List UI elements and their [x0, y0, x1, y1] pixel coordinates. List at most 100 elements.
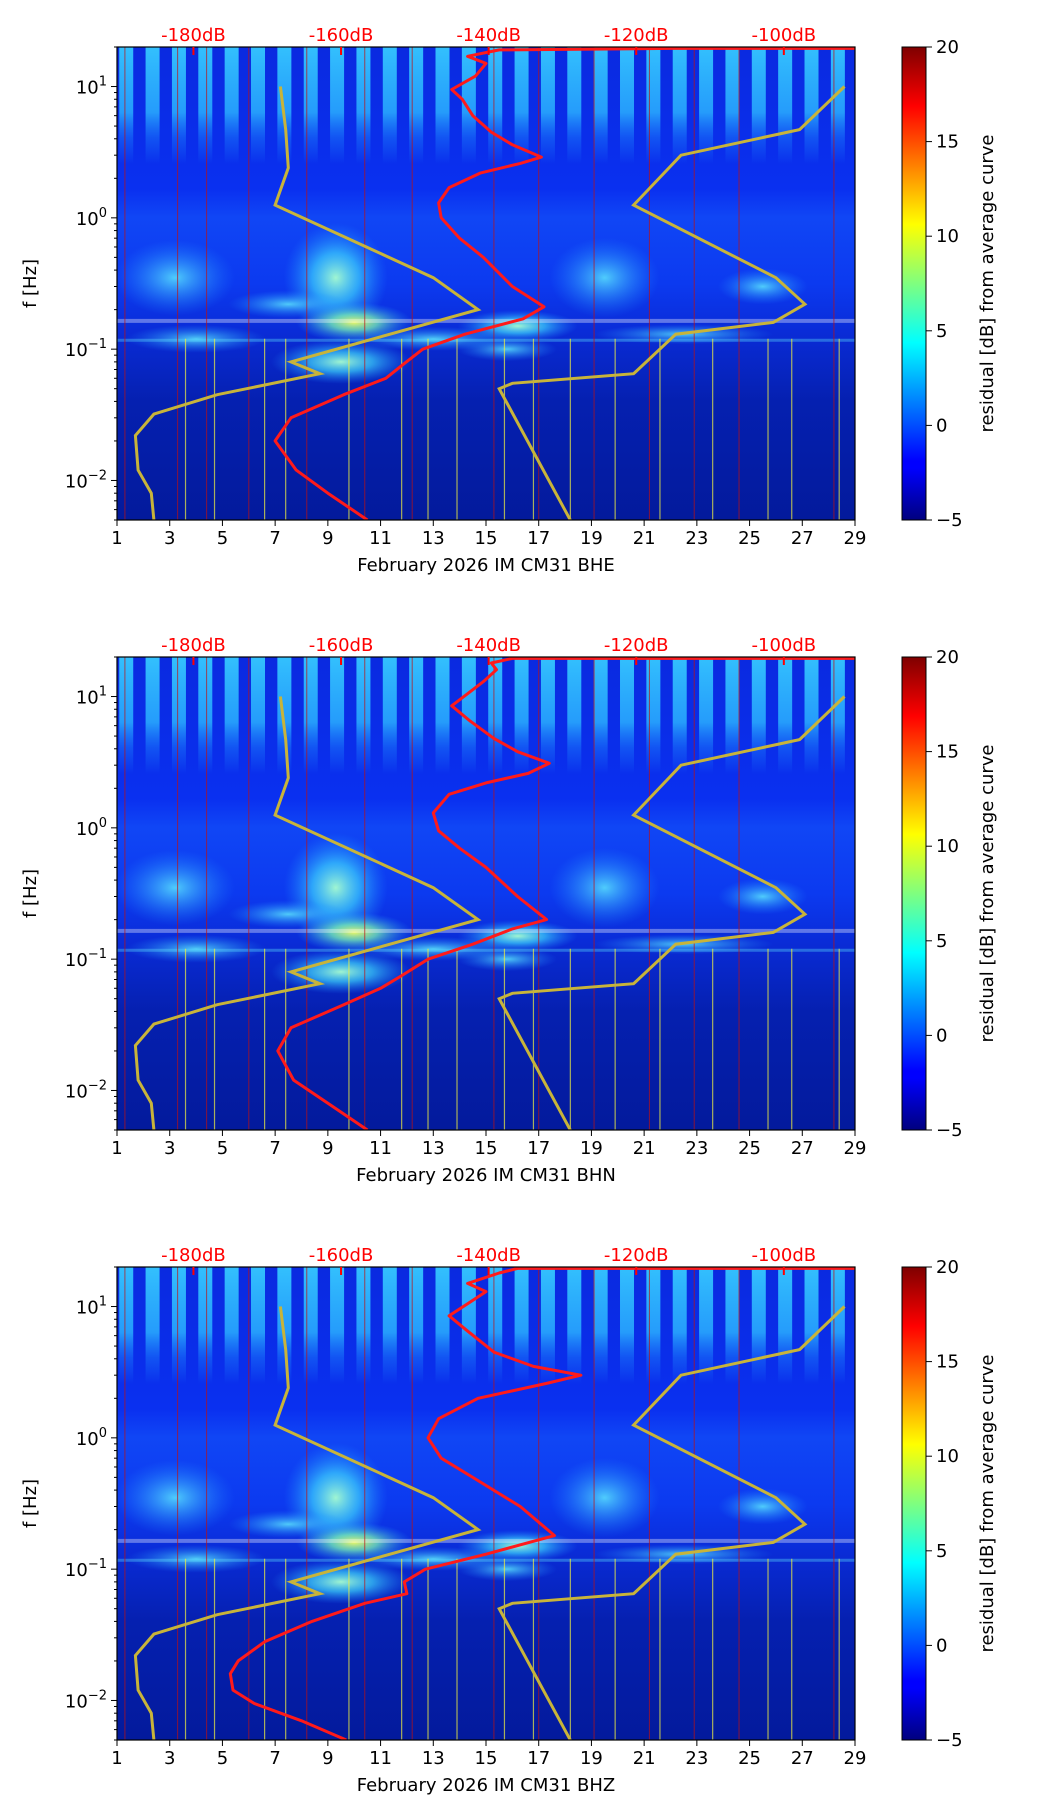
db-scale-label: -120dB — [604, 25, 669, 46]
colorbar-tick-label: 10 — [936, 836, 959, 857]
daily-noise-column — [699, 1267, 714, 1528]
x-tick-label: 19 — [580, 528, 603, 549]
low-noise-model-line — [133, 696, 482, 1130]
x-tick-label: 15 — [475, 1748, 498, 1769]
x-tick-label: 27 — [791, 528, 814, 549]
db-scale-label: -100dB — [752, 25, 817, 46]
microseism-energy — [271, 1559, 412, 1604]
daily-noise-column — [224, 47, 239, 308]
colorbar-label: residual [dB] from average curve — [977, 1354, 998, 1652]
low-noise-model-line — [133, 1306, 482, 1740]
y-tick-label: 101 — [76, 1295, 107, 1319]
db-scale-label: -160dB — [309, 1245, 374, 1266]
daily-noise-column — [778, 47, 793, 308]
x-tick-label: 1 — [111, 528, 122, 549]
daily-noise-column — [488, 47, 503, 308]
microseism-energy — [126, 1544, 267, 1573]
daily-noise-column — [488, 657, 503, 918]
daily-noise-column — [751, 657, 766, 918]
daily-noise-column — [830, 47, 845, 308]
x-tick-label: 21 — [633, 1138, 656, 1159]
x-tick-label: 7 — [269, 1748, 280, 1769]
daily-noise-column — [119, 47, 134, 308]
daily-noise-column — [224, 657, 239, 918]
daily-noise-column — [672, 47, 687, 308]
y-tick-label: 100 — [76, 1426, 107, 1450]
microseism-energy — [549, 847, 660, 928]
daily-noise-column — [567, 657, 582, 918]
db-scale-label: -160dB — [309, 635, 374, 656]
daily-noise-column — [198, 1267, 213, 1528]
daily-noise-column — [198, 47, 213, 308]
colorbar-tick-label: 20 — [936, 647, 959, 668]
y-tick-label: 10−2 — [65, 1688, 107, 1712]
x-tick-label: 7 — [269, 528, 280, 549]
x-tick-label: 25 — [738, 528, 761, 549]
y-tick-label: 100 — [76, 206, 107, 230]
colorbar-tick-label: 5 — [936, 1541, 947, 1562]
db-scale-label: -120dB — [604, 1245, 669, 1266]
high-noise-model-line — [497, 1305, 846, 1740]
daily-noise-column — [251, 47, 266, 308]
x-axis-label: February 2026 IM CM31 BHE — [357, 555, 615, 576]
colorbar-tick-label: 15 — [936, 132, 959, 153]
y-tick-label: 10−1 — [65, 947, 107, 971]
colorbar-tick-label: −5 — [936, 1120, 963, 1141]
daily-noise-column — [567, 1267, 582, 1528]
x-tick-label: 13 — [422, 528, 445, 549]
x-tick-label: 21 — [633, 1748, 656, 1769]
colorbar-tick-label: 5 — [936, 321, 947, 342]
y-tick-label: 10−1 — [65, 1557, 107, 1581]
db-scale-label: -100dB — [752, 635, 817, 656]
daily-noise-column — [435, 657, 450, 918]
colorbar-tick-label: 15 — [936, 742, 959, 763]
daily-noise-column — [699, 47, 714, 308]
microseism-energy — [549, 1457, 660, 1538]
spectrogram-area — [117, 657, 855, 1130]
microseism-energy — [117, 849, 235, 926]
x-tick-label: 11 — [369, 1138, 392, 1159]
x-tick-label: 1 — [111, 1138, 122, 1159]
colorbar-tick-label: −5 — [936, 510, 963, 531]
x-tick-label: 15 — [475, 528, 498, 549]
daily-noise-column — [119, 657, 134, 918]
colorbar-tick-label: 10 — [936, 226, 959, 247]
x-axis-label: February 2026 IM CM31 BHN — [356, 1165, 616, 1186]
x-tick-label: 13 — [422, 1138, 445, 1159]
daily-noise-column — [251, 1267, 266, 1528]
daily-noise-column — [224, 1267, 239, 1528]
daily-noise-column — [119, 1267, 134, 1528]
noise-band — [117, 928, 855, 933]
daily-noise-column — [804, 47, 819, 308]
colorbar-tick-label: 0 — [936, 415, 947, 436]
y-axis-label: f [Hz] — [20, 259, 41, 308]
x-tick-label: 1 — [111, 1748, 122, 1769]
x-tick-label: 19 — [580, 1138, 603, 1159]
daily-noise-column — [251, 657, 266, 918]
x-tick-label: 21 — [633, 528, 656, 549]
daily-noise-column — [725, 657, 740, 918]
noise-band — [117, 948, 855, 952]
noise-band — [117, 338, 855, 342]
x-tick-label: 11 — [369, 1748, 392, 1769]
median-psd-line — [273, 47, 855, 520]
microseism-energy — [228, 290, 349, 319]
y-tick-label: 100 — [76, 816, 107, 840]
microseism-energy — [271, 339, 412, 384]
microseism-energy — [717, 1488, 808, 1525]
daily-noise-column — [514, 47, 529, 308]
colorbar — [901, 1266, 927, 1741]
x-tick-label: 5 — [217, 1138, 228, 1159]
y-axis-label: f [Hz] — [20, 1479, 41, 1528]
microseism-energy — [126, 934, 267, 963]
daily-noise-column — [435, 47, 450, 308]
daily-noise-column — [804, 1267, 819, 1528]
x-tick-label: 27 — [791, 1748, 814, 1769]
x-tick-label: 29 — [844, 1748, 867, 1769]
x-tick-label: 23 — [685, 1138, 708, 1159]
colorbar — [901, 46, 927, 521]
microseism-energy — [271, 949, 412, 994]
daily-noise-column — [778, 1267, 793, 1528]
